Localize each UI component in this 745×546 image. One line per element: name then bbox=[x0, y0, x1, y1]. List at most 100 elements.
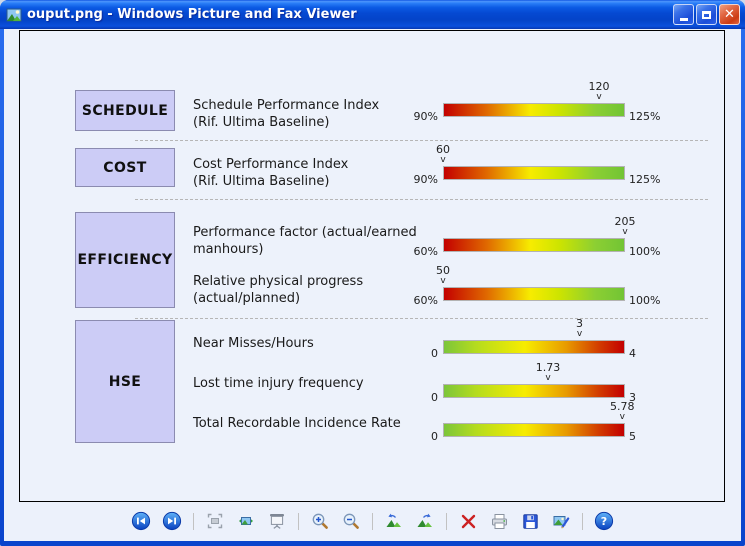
metric-label-line: (Rif. Ultima Baseline) bbox=[193, 174, 330, 189]
gauge-marker: 5.78 v bbox=[592, 401, 652, 422]
save-icon bbox=[522, 513, 538, 529]
slideshow-button[interactable] bbox=[266, 510, 288, 532]
actual-size-icon bbox=[239, 517, 253, 525]
gradient-bar bbox=[443, 103, 625, 117]
gauge-trir: 5.78 v 0 5 bbox=[431, 401, 636, 444]
title-bar: ouput.png - Windows Picture and Fax View… bbox=[0, 0, 745, 29]
gauge-marker: 3 v bbox=[550, 318, 610, 339]
gauge-marker: 50 v bbox=[413, 265, 473, 286]
print-icon bbox=[491, 513, 507, 529]
marker-arrow: v bbox=[619, 412, 625, 422]
minimize-button[interactable] bbox=[673, 4, 694, 25]
gauge-min-label: 60% bbox=[413, 294, 438, 307]
marker-arrow: v bbox=[622, 227, 628, 237]
zoom-out-icon bbox=[343, 513, 359, 529]
toolbar-separator bbox=[582, 512, 583, 530]
gauge-relative-progress: 50 v 60% 100% bbox=[414, 265, 661, 308]
toolbar-separator bbox=[193, 512, 194, 530]
marker-arrow: v bbox=[440, 276, 446, 286]
previous-image-button[interactable] bbox=[130, 510, 152, 532]
gauge-min-label: 0 bbox=[431, 347, 438, 360]
zoom-out-button[interactable] bbox=[340, 510, 362, 532]
marker-arrow: v bbox=[596, 92, 602, 102]
section-box-schedule: SCHEDULE bbox=[75, 90, 175, 131]
gauge-performance-factor: 205 v 60% 100% bbox=[414, 216, 661, 259]
gauge-min-label: 90% bbox=[413, 173, 438, 186]
gauge-spi: 120 v 90% 125% bbox=[414, 81, 661, 124]
caption-buttons: ✕ bbox=[673, 4, 740, 25]
zoom-in-icon bbox=[312, 513, 328, 529]
gauge-value: 1.73 bbox=[535, 361, 561, 374]
rotate-counterclockwise-icon bbox=[386, 513, 401, 527]
section-box-cost: COST bbox=[75, 148, 175, 187]
gauge-max-label: 3 bbox=[629, 391, 636, 404]
section-box-efficiency: EFFICIENCY bbox=[75, 212, 175, 308]
gauge-max-label: 125% bbox=[629, 110, 661, 123]
actual-size-button[interactable] bbox=[235, 510, 257, 532]
metric-label-line: Schedule Performance Index bbox=[193, 98, 380, 113]
gradient-bar bbox=[443, 340, 625, 354]
metric-label-line: Cost Performance Index bbox=[193, 157, 349, 172]
metric-label-trir: Total Recordable Incidence Rate bbox=[193, 415, 428, 432]
toolbar-separator bbox=[446, 512, 447, 530]
metric-label-performance-factor: Performance factor (actual/earned manhou… bbox=[193, 224, 428, 258]
help-icon: ? bbox=[594, 511, 614, 531]
metric-label-line: Lost time injury frequency bbox=[193, 376, 364, 391]
metric-label-near-misses: Near Misses/Hours bbox=[193, 335, 428, 352]
rotate-counterclockwise-button[interactable] bbox=[383, 510, 405, 532]
gauge-max-label: 5 bbox=[629, 430, 636, 443]
metric-label-line: Performance factor (actual/earned bbox=[193, 225, 417, 240]
metric-label-line: (Rif. Ultima Baseline) bbox=[193, 115, 330, 130]
metric-label-line: Near Misses/Hours bbox=[193, 336, 314, 351]
picture-file-icon bbox=[6, 8, 22, 21]
previous-image-icon bbox=[131, 511, 151, 531]
toolbar-separator bbox=[372, 512, 373, 530]
marker-arrow: v bbox=[545, 373, 551, 383]
gradient-bar bbox=[443, 166, 625, 180]
maximize-icon bbox=[702, 10, 711, 19]
section-box-hse: HSE bbox=[75, 320, 175, 443]
delete-button[interactable] bbox=[457, 510, 479, 532]
client-area: SCHEDULE COST EFFICIENCY HSE Schedule Pe… bbox=[4, 29, 741, 541]
gauge-min-label: 0 bbox=[431, 430, 438, 443]
toolbar-separator bbox=[298, 512, 299, 530]
print-button[interactable] bbox=[488, 510, 510, 532]
gradient-bar bbox=[443, 423, 625, 437]
metric-label-line: manhours) bbox=[193, 242, 264, 257]
metric-label-lost-time: Lost time injury frequency bbox=[193, 375, 428, 392]
edit-button[interactable] bbox=[550, 510, 572, 532]
zoom-in-button[interactable] bbox=[309, 510, 331, 532]
next-image-button[interactable] bbox=[161, 510, 183, 532]
gauge-max-label: 100% bbox=[629, 294, 661, 307]
dashed-separator bbox=[135, 140, 708, 141]
maximize-button[interactable] bbox=[696, 4, 717, 25]
edit-icon bbox=[553, 515, 569, 529]
close-icon: ✕ bbox=[724, 7, 735, 22]
window-title: ouput.png - Windows Picture and Fax View… bbox=[27, 7, 357, 22]
gauge-value: 120 bbox=[588, 80, 610, 93]
metric-label-relative-progress: Relative physical progress (actual/plann… bbox=[193, 273, 428, 307]
close-button[interactable]: ✕ bbox=[719, 4, 740, 25]
save-button[interactable] bbox=[519, 510, 541, 532]
gauge-marker: 1.73 v bbox=[518, 362, 578, 383]
marker-arrow: v bbox=[440, 155, 446, 165]
gauge-marker: 205 v bbox=[595, 216, 655, 237]
gauge-marker: 60 v bbox=[413, 144, 473, 165]
metric-label-line: Total Recordable Incidence Rate bbox=[193, 416, 401, 431]
gauge-value: 50 bbox=[436, 264, 450, 277]
image-canvas: SCHEDULE COST EFFICIENCY HSE Schedule Pe… bbox=[19, 30, 725, 502]
gauge-max-label: 4 bbox=[629, 347, 636, 360]
gauge-near-misses: 3 v 0 4 bbox=[431, 318, 636, 361]
help-button[interactable]: ? bbox=[593, 510, 615, 532]
best-fit-icon bbox=[207, 513, 223, 529]
gauge-cpi: 60 v 90% 125% bbox=[414, 144, 661, 187]
viewer-toolbar: ? bbox=[4, 507, 741, 535]
gauge-lost-time: 1.73 v 0 3 bbox=[431, 362, 636, 405]
gauge-value: 3 bbox=[576, 317, 583, 330]
gradient-bar bbox=[443, 238, 625, 252]
best-fit-button[interactable] bbox=[204, 510, 226, 532]
gauge-value: 60 bbox=[436, 143, 450, 156]
marker-arrow: v bbox=[576, 329, 583, 339]
rotate-clockwise-button[interactable] bbox=[414, 510, 436, 532]
